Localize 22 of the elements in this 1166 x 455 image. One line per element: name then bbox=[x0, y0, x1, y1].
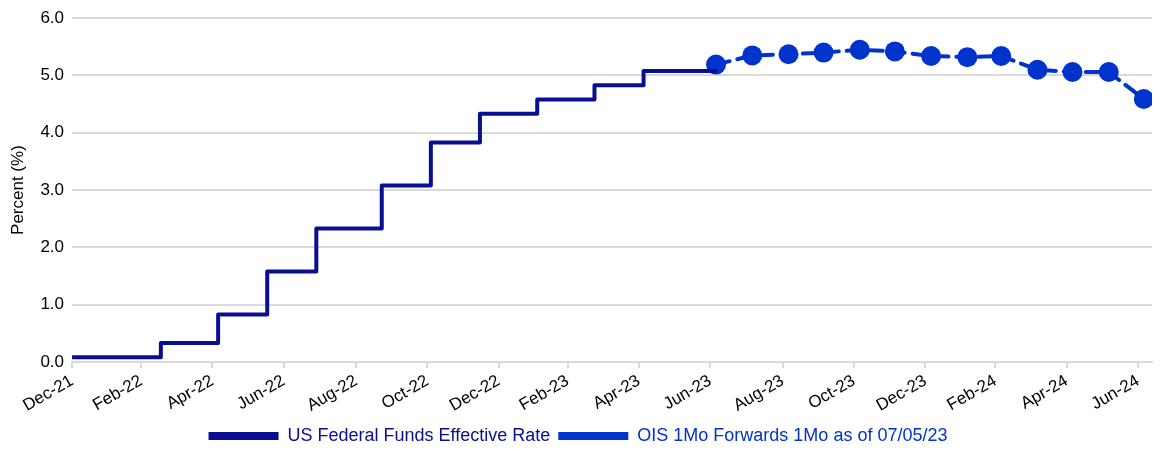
point bbox=[957, 47, 978, 68]
y-axis-title: Percent (%) bbox=[7, 145, 27, 235]
point bbox=[884, 41, 905, 62]
point bbox=[921, 46, 942, 67]
y-tick-label: 0.0 bbox=[40, 351, 65, 371]
point bbox=[813, 42, 834, 63]
y-tick-label: 6.0 bbox=[40, 7, 65, 27]
legend-label: OIS 1Mo Forwards 1Mo as of 07/05/23 bbox=[637, 424, 948, 445]
point bbox=[742, 45, 763, 66]
point bbox=[1133, 88, 1152, 109]
point bbox=[1062, 62, 1083, 83]
y-tick-label: 5.0 bbox=[40, 65, 65, 85]
point bbox=[1098, 62, 1119, 83]
point bbox=[1027, 59, 1048, 80]
y-tick-label: 2.0 bbox=[40, 237, 65, 257]
y-tick-label: 1.0 bbox=[40, 294, 65, 314]
point bbox=[849, 39, 870, 60]
y-tick-label: 3.0 bbox=[40, 179, 65, 199]
y-tick-label: 4.0 bbox=[40, 122, 65, 142]
point bbox=[991, 46, 1012, 67]
point bbox=[778, 44, 799, 65]
legend-label: US Federal Funds Effective Rate bbox=[287, 424, 551, 445]
